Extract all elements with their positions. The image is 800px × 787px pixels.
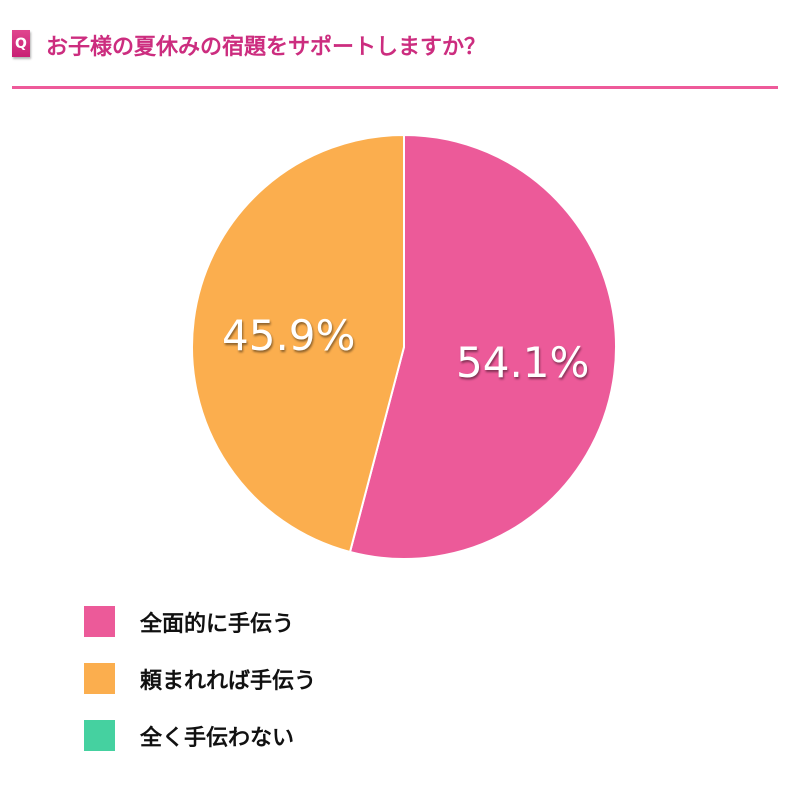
pie-slice-1 [191, 133, 405, 554]
pie-slice-0 [348, 133, 617, 560]
pie-label-full-help: 54.1% [456, 338, 590, 387]
pie-label-help-if-asked: 45.9% [222, 311, 356, 360]
legend-item-no-help: 全く手伝わない [84, 720, 316, 751]
pie-chart [191, 133, 617, 560]
legend: 全面的に手伝う 頼まれれば手伝う 全く手伝わない [84, 606, 316, 777]
legend-swatch-green [84, 720, 115, 751]
question-badge-letter: Q [15, 35, 27, 52]
legend-label: 全面的に手伝う [140, 611, 295, 637]
legend-label: 全く手伝わない [140, 725, 295, 751]
title-divider [12, 86, 778, 89]
legend-item-help-if-asked: 頼まれれば手伝う [84, 663, 316, 694]
chart-title: お子様の夏休みの宿題をサポートしますか？ [46, 35, 487, 60]
legend-swatch-pink [84, 606, 115, 637]
legend-label: 頼まれれば手伝う [140, 668, 317, 694]
legend-swatch-orange [84, 663, 115, 694]
legend-item-full-help: 全面的に手伝う [84, 606, 316, 637]
question-badge: Q [12, 30, 30, 57]
